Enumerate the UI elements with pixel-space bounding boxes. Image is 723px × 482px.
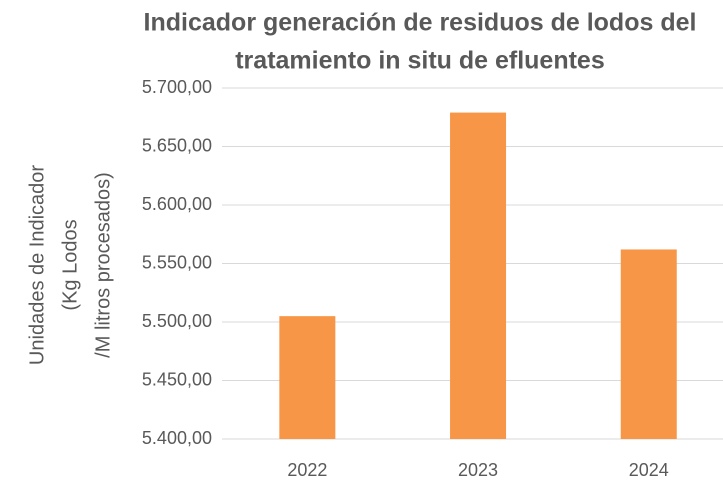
y-tick-label: 5.700,00 [142, 77, 212, 97]
y-tick-label: 5.400,00 [142, 428, 212, 448]
y-tick-label: 5.650,00 [142, 135, 212, 155]
bar [450, 112, 507, 439]
chart-title: tratamiento in situ de efluentes [235, 47, 605, 75]
y-axis-label: Unidades de Indicador [26, 165, 48, 365]
y-axis-label: /M litros procesados) [92, 172, 114, 358]
x-tick-label: 2022 [287, 460, 327, 480]
bar [620, 249, 677, 439]
x-tick-label: 2023 [458, 460, 498, 480]
y-tick-label: 5.500,00 [142, 311, 212, 331]
y-tick-label: 5.600,00 [142, 194, 212, 214]
y-axis-label: (Kg Lodos [59, 219, 81, 310]
bar [279, 316, 336, 439]
y-tick-label: 5.450,00 [142, 369, 212, 389]
chart-title: Indicador generación de residuos de lodo… [144, 9, 697, 37]
y-tick-label: 5.550,00 [142, 252, 212, 272]
x-tick-label: 2024 [629, 460, 669, 480]
